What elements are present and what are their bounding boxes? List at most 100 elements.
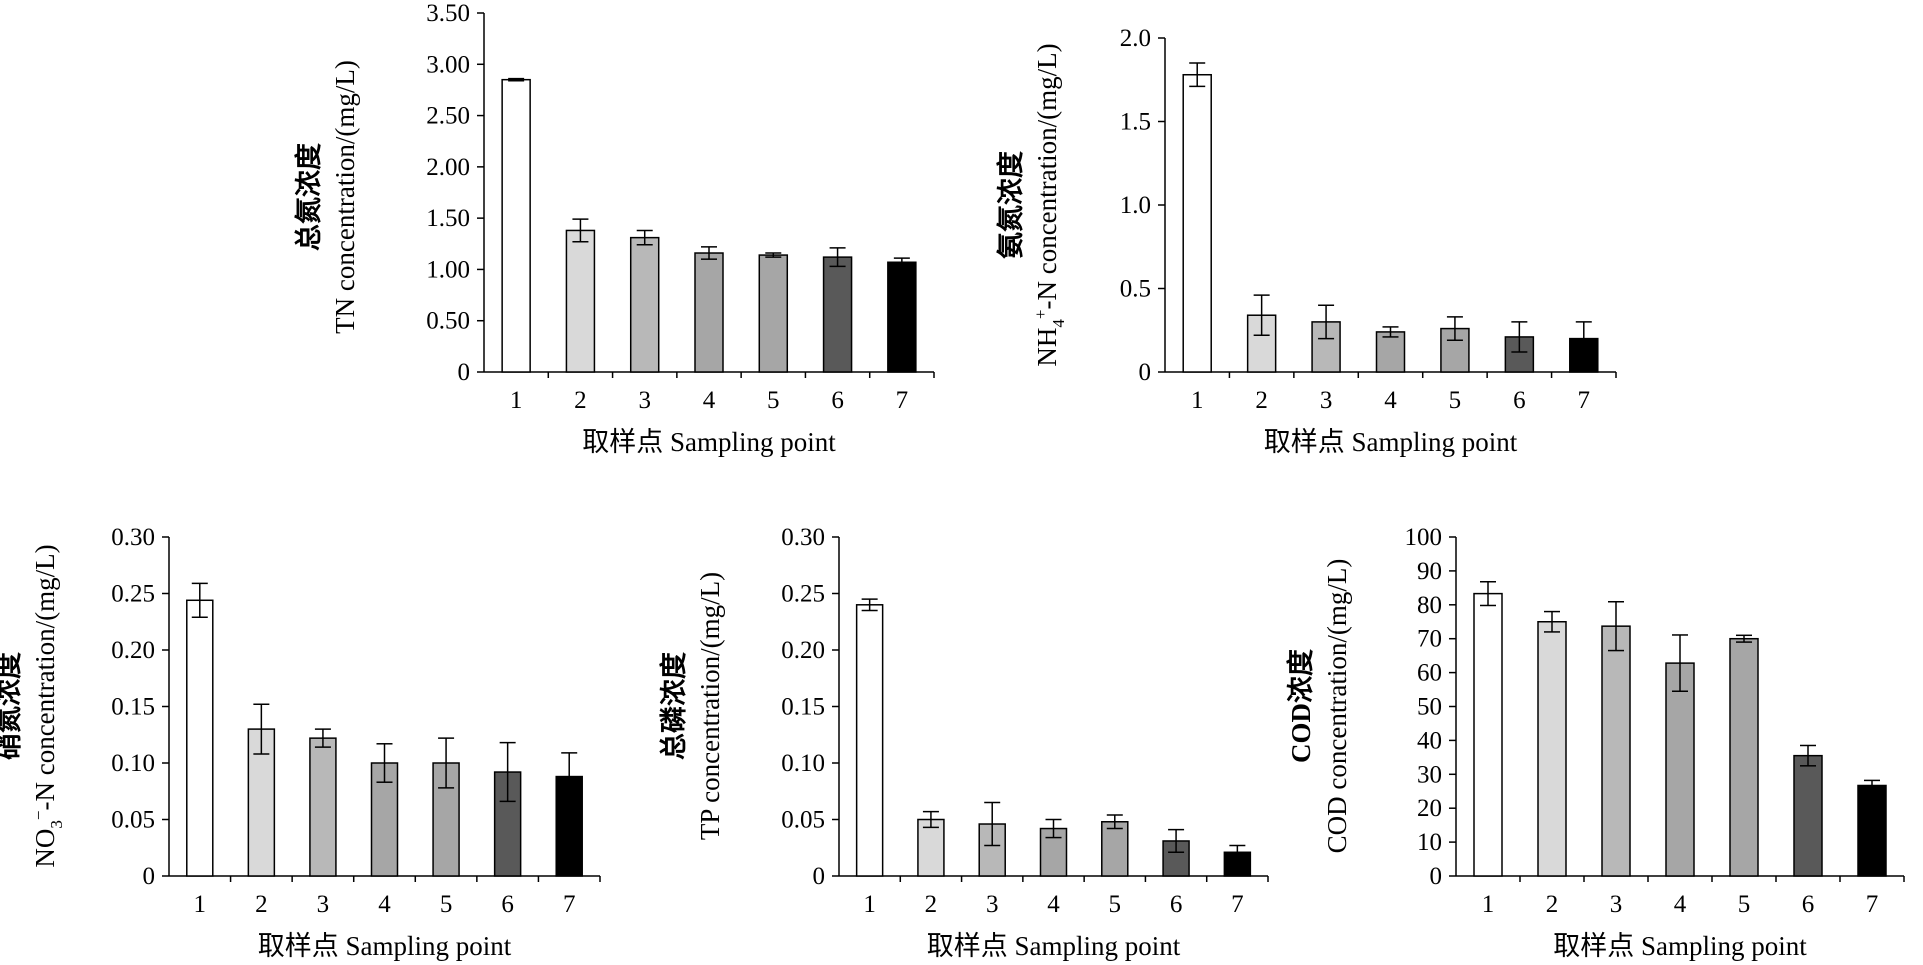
x-tick-label: 3 xyxy=(317,891,330,918)
y-axis-label: 总磷浓度 TP concentration/(mg/L) xyxy=(658,572,725,840)
y-tick-label: 30 xyxy=(1417,761,1442,788)
bar-7 xyxy=(887,261,917,373)
y-tick-label: 0.05 xyxy=(781,807,825,834)
bar-7 xyxy=(1857,784,1887,877)
y-axis-label-line1: 总氮浓度 xyxy=(293,143,324,251)
x-tick-label: 4 xyxy=(703,387,716,414)
bar-2 xyxy=(1537,621,1567,877)
x-tick-label: 3 xyxy=(1320,387,1333,414)
x-tick-label: 6 xyxy=(1802,891,1815,918)
x-tick-label: 5 xyxy=(1738,891,1751,918)
y-tick-label: 90 xyxy=(1417,558,1442,585)
x-tick-label: 5 xyxy=(1449,387,1462,414)
y-tick-label: 0.10 xyxy=(781,750,825,777)
chart-panel-1: 0 0.50 1.00 1.50 2.00 2.50 3.00 3.50 1 2 3 4 5 6 7 取样点 … xyxy=(293,0,935,457)
y-axis-label-line1: 硝氮浓度 xyxy=(0,652,24,760)
x-tick-label: 1 xyxy=(1482,891,1495,918)
y-axis-label: COD浓度 COD concentration/(mg/L) xyxy=(1285,559,1352,854)
x-tick-label: 7 xyxy=(563,891,576,918)
bar-3 xyxy=(309,737,337,877)
y-axis-label-line1: 氨氮浓度 xyxy=(995,151,1026,259)
y-axis-label-line1: COD浓度 xyxy=(1285,649,1316,763)
y-tick-label: 10 xyxy=(1417,829,1442,856)
ylabel-part: − xyxy=(29,811,48,821)
y-tick-label: 0.15 xyxy=(781,694,825,721)
chart-panel-2: 0 0.5 1.0 1.5 2.0 1 2 3 4 5 6 7 取样点 Sampling point 氨氮… xyxy=(995,25,1617,457)
y-axis-label-line2: NH4+-N concentration/(mg/L) xyxy=(1031,43,1068,366)
x-tick-label: 5 xyxy=(767,387,780,414)
bar-5 xyxy=(1101,821,1129,877)
bar-3 xyxy=(629,236,660,373)
y-axis-label: 总氮浓度 TN concentration/(mg/L) xyxy=(293,60,360,334)
x-tick-label: 7 xyxy=(1866,891,1879,918)
bar-6 xyxy=(1793,754,1823,877)
ylabel-part: 4 xyxy=(1049,319,1068,328)
x-tick-label: 2 xyxy=(1546,891,1559,918)
x-tick-label: 4 xyxy=(1384,387,1397,414)
y-tick-label: 0 xyxy=(143,863,156,890)
y-tick-label: 3.50 xyxy=(426,0,470,27)
y-axis-label-line2: TN concentration/(mg/L) xyxy=(330,60,360,334)
bar-2 xyxy=(565,229,596,373)
y-axis-label-line2: COD concentration/(mg/L) xyxy=(1322,559,1352,854)
y-tick-label: 20 xyxy=(1417,795,1442,822)
x-tick-label: 6 xyxy=(1513,387,1526,414)
ylabel-part: NH xyxy=(1032,328,1062,367)
bar-2 xyxy=(1246,314,1277,373)
x-axis-label: 取样点 Sampling point xyxy=(582,427,836,457)
chart-panel-4: 0 0.05 0.10 0.15 0.20 0.25 0.30 1 2 3 4 5 6 7 取样点 Samp… xyxy=(658,524,1269,961)
ylabel-part: NO xyxy=(30,829,60,868)
x-axis-label: 取样点 Sampling point xyxy=(258,931,512,961)
y-axis-label-line2: NO3−-N concentration/(mg/L) xyxy=(29,544,66,867)
x-tick-label: 6 xyxy=(501,891,514,918)
bar-4 xyxy=(1665,662,1695,877)
ylabel-part: 3 xyxy=(47,820,66,829)
y-axis-label-line2: TP concentration/(mg/L) xyxy=(695,572,725,840)
x-tick-label: 6 xyxy=(831,387,844,414)
y-tick-label: 100 xyxy=(1405,524,1443,551)
bar-4 xyxy=(1375,331,1406,373)
x-axis-label: 取样点 Sampling point xyxy=(1553,931,1807,961)
y-tick-label: 1.5 xyxy=(1120,109,1151,136)
ylabel-part: + xyxy=(1031,310,1050,320)
y-tick-label: 3.00 xyxy=(426,51,470,78)
y-tick-label: 1.0 xyxy=(1120,192,1151,219)
y-tick-label: 1.50 xyxy=(426,205,470,232)
x-tick-label: 3 xyxy=(986,891,999,918)
bar-1 xyxy=(501,78,531,373)
bar-3 xyxy=(1601,625,1631,877)
y-tick-label: 0.25 xyxy=(781,581,825,608)
x-tick-label: 3 xyxy=(1610,891,1623,918)
x-tick-label: 5 xyxy=(440,891,453,918)
y-tick-label: 0 xyxy=(1430,863,1443,890)
y-tick-label: 70 xyxy=(1417,626,1442,653)
x-tick-label: 7 xyxy=(1231,891,1244,918)
x-axis-label: 取样点 Sampling point xyxy=(1264,427,1518,457)
y-tick-label: 2.50 xyxy=(426,103,470,130)
y-tick-label: 80 xyxy=(1417,592,1442,619)
y-tick-label: 0.15 xyxy=(111,694,155,721)
x-tick-label: 1 xyxy=(1191,387,1204,414)
y-tick-label: 0 xyxy=(1139,359,1152,386)
chart-panel-5: 0 10 20 30 40 50 60 70 80 90 100 1 2 3 4 5 6 7 取样点 Samplin… xyxy=(1285,524,1905,961)
chart-panel-3: 0 0.05 0.10 0.15 0.20 0.25 0.30 1 2 3 4 5 6 7 取样点 Samp… xyxy=(0,524,601,961)
y-tick-label: 0.25 xyxy=(111,581,155,608)
x-tick-label: 2 xyxy=(1255,387,1268,414)
y-tick-label: 0.30 xyxy=(111,524,155,551)
ylabel-part: -N concentration/(mg/L) xyxy=(1032,43,1062,309)
x-tick-label: 2 xyxy=(574,387,587,414)
x-tick-label: 2 xyxy=(925,891,938,918)
y-tick-label: 60 xyxy=(1417,660,1442,687)
bar-2 xyxy=(917,818,945,877)
bar-1 xyxy=(1473,592,1503,877)
x-tick-label: 2 xyxy=(255,891,268,918)
y-tick-label: 40 xyxy=(1417,727,1442,754)
bar-5 xyxy=(1729,637,1759,877)
y-tick-label: 2.0 xyxy=(1120,25,1151,52)
bar-6 xyxy=(822,256,853,373)
bar-1 xyxy=(186,599,214,877)
x-tick-label: 6 xyxy=(1170,891,1183,918)
x-tick-label: 1 xyxy=(510,387,523,414)
